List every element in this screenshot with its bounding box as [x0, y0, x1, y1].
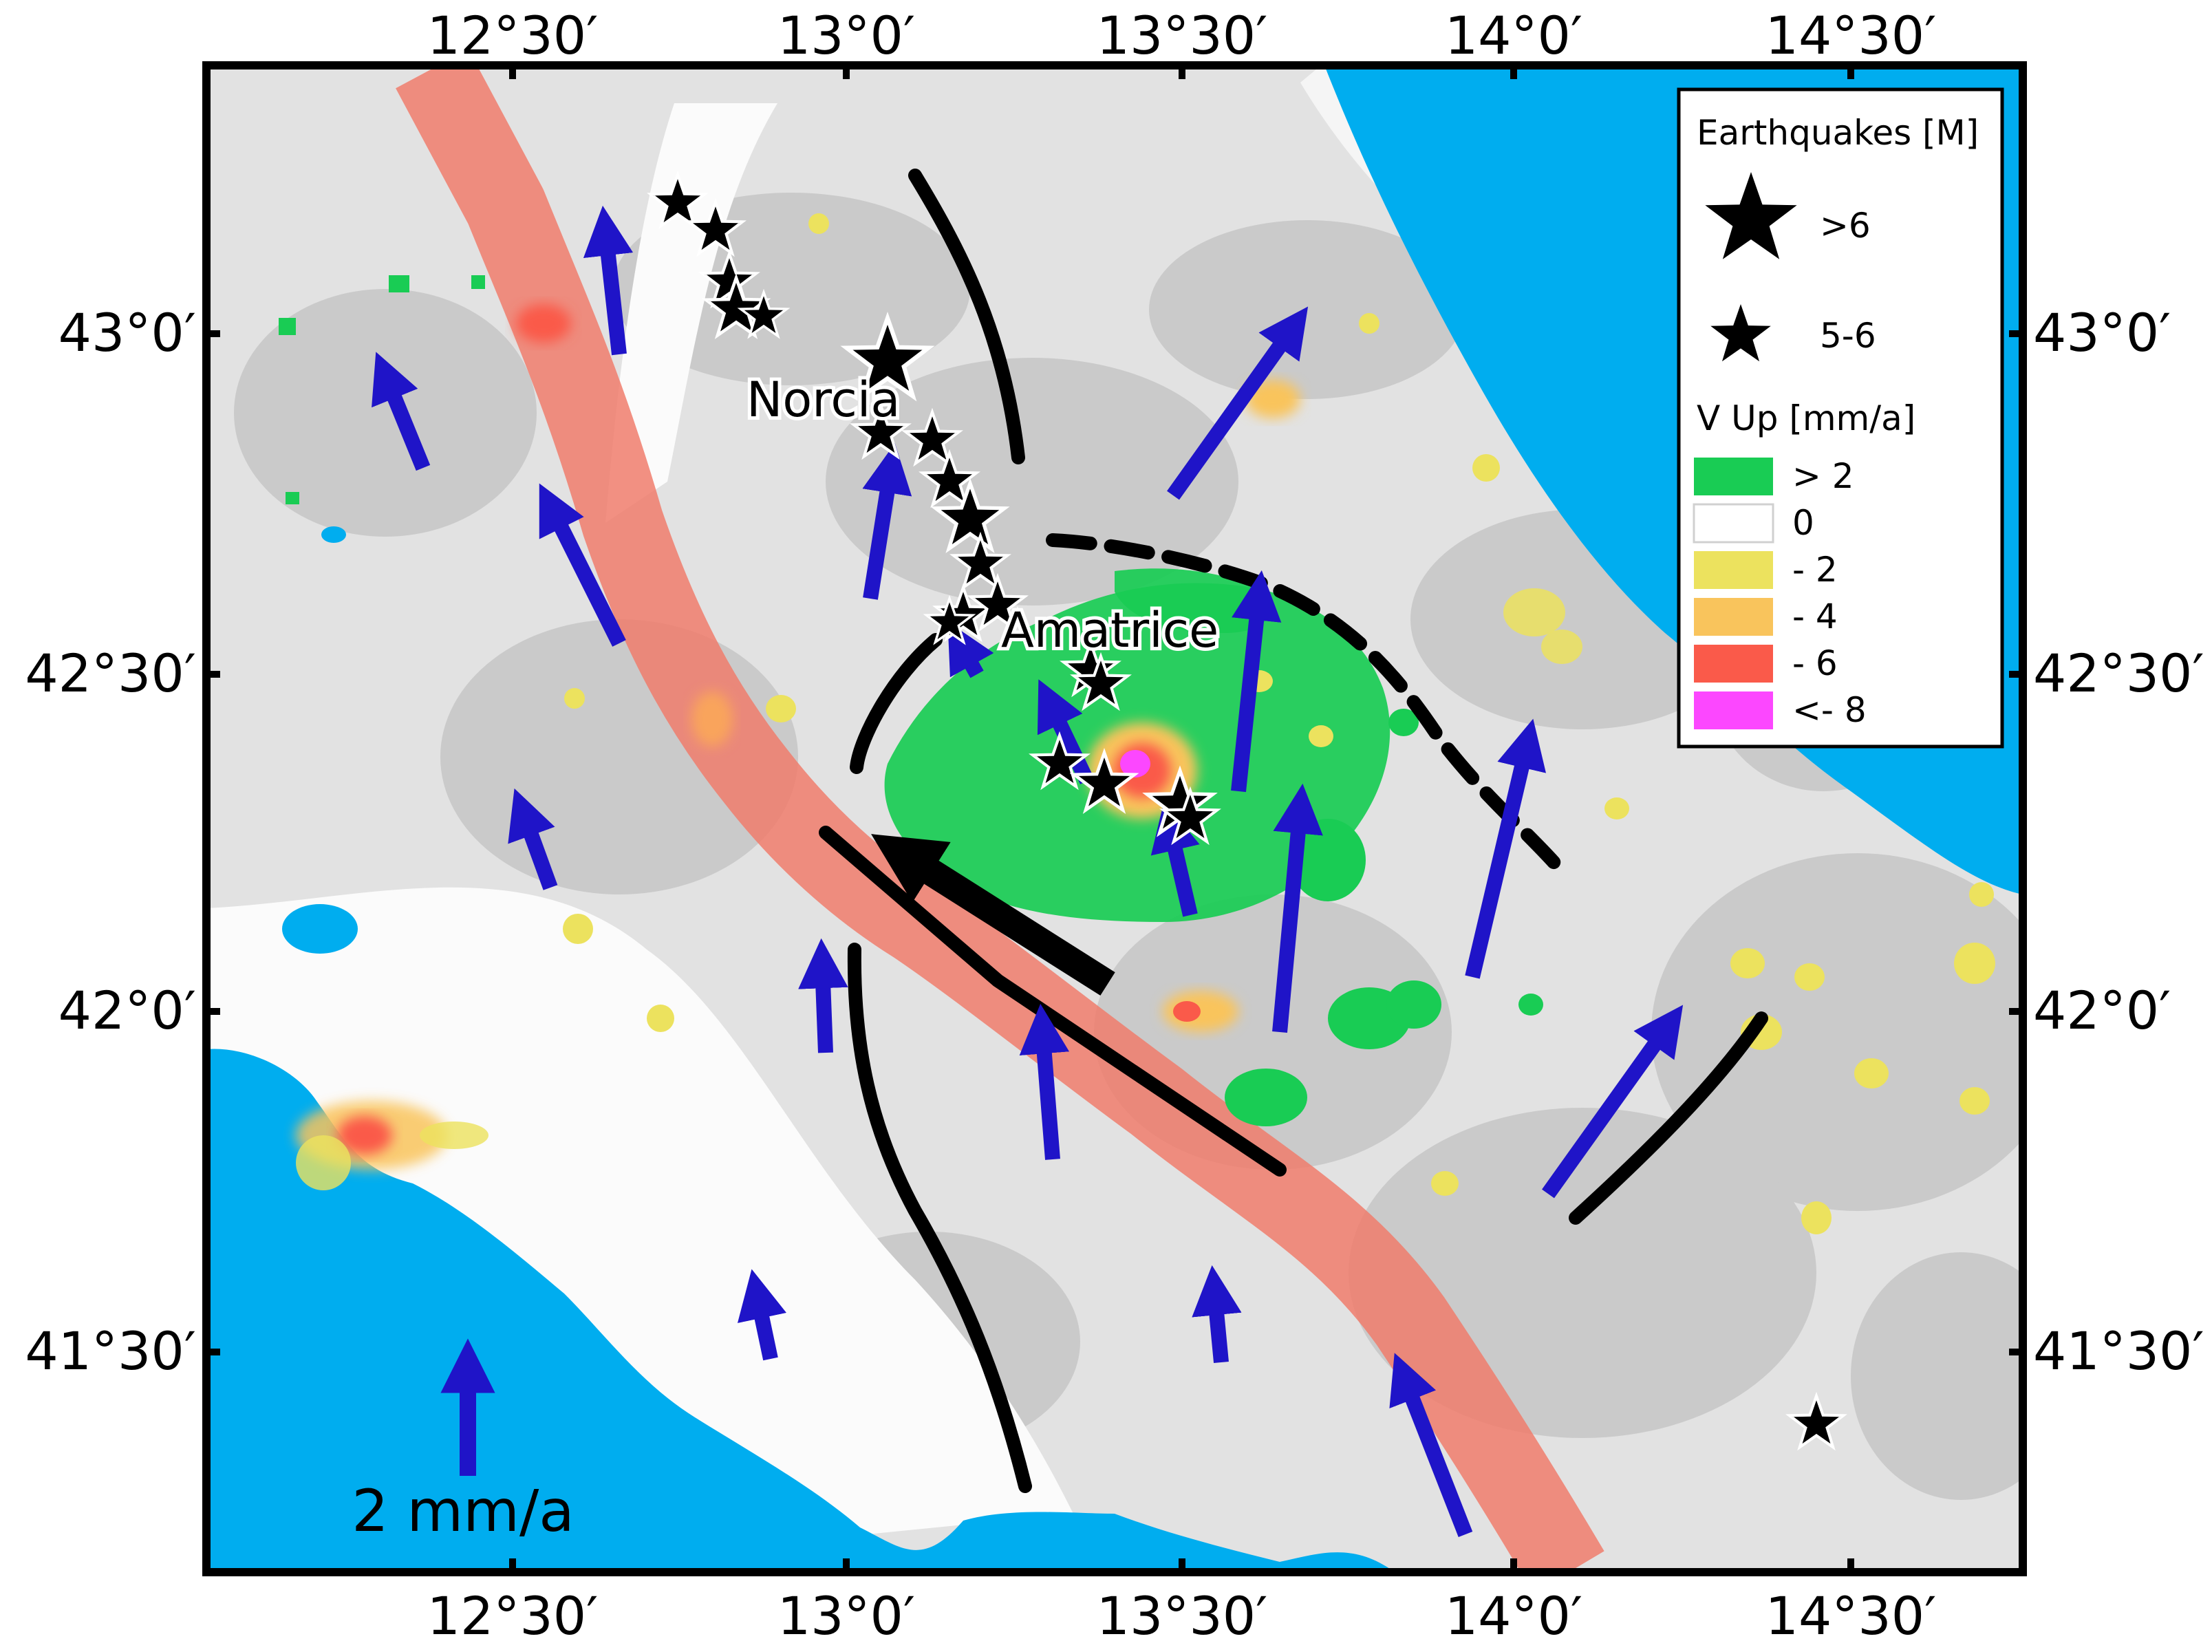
lat-label: 42°0′ — [2033, 980, 2171, 1041]
velocity-arrow — [508, 788, 558, 890]
fault-line-dashed — [1046, 533, 1562, 870]
velocity-arrow — [737, 1269, 786, 1361]
fault-line — [908, 169, 1025, 464]
legend-earthquakes-title: Earthquakes [M] — [1697, 113, 1979, 153]
lon-label: 14°30′ — [1765, 5, 1937, 66]
fault-line — [850, 633, 943, 774]
lat-label: 41°30′ — [25, 1320, 196, 1382]
legend-class-label: - 6 — [1792, 643, 1838, 683]
lat-label: 42°30′ — [25, 643, 196, 704]
legend-swatch — [1694, 458, 1773, 495]
fault-zone-hotspot — [516, 304, 571, 343]
fault-zone-band — [396, 65, 1604, 1572]
legend-swatch — [1693, 503, 1774, 544]
lat-label: 42°30′ — [2033, 643, 2204, 704]
lon-label: 14°0′ — [1445, 5, 1582, 66]
legend-eq-large-label: >6 — [1820, 206, 1871, 246]
velocity-arrow — [1019, 1003, 1070, 1160]
scale-bar: 2 mm/a — [352, 1338, 575, 1545]
velocity-arrow — [372, 352, 431, 471]
legend-swatch — [1694, 645, 1773, 683]
lake-small — [321, 526, 346, 543]
lat-label: 41°30′ — [2033, 1320, 2204, 1382]
velocity-arrow — [1192, 1265, 1242, 1364]
velocity-arrow — [1167, 306, 1309, 500]
coastal-lowland — [206, 887, 1073, 1534]
velocity-arrows — [372, 205, 1684, 1538]
lake-bolsena — [282, 904, 358, 954]
legend-class-label: > 2 — [1792, 456, 1854, 496]
lat-label: 43°0′ — [58, 302, 196, 363]
latitude-labels-right: 43°0′ 42°30′ 42°0′ 41°30′ — [2033, 302, 2204, 1382]
fault-line — [1569, 1011, 1768, 1225]
lon-label: 14°0′ — [1445, 1585, 1582, 1646]
velocity-arrow — [539, 483, 626, 647]
velocity-arrow — [1231, 570, 1282, 793]
lon-label: 13°0′ — [777, 5, 915, 66]
legend-eq-medium-label: 5-6 — [1820, 316, 1876, 356]
latitude-labels-left: 43°0′ 42°30′ 42°0′ 41°30′ — [25, 302, 196, 1382]
lon-label: 12°30′ — [427, 1585, 599, 1646]
legend-class-label: 0 — [1792, 503, 1814, 543]
legend-swatch — [1694, 551, 1773, 589]
lon-label: 14°30′ — [1765, 1585, 1937, 1646]
lon-label: 13°30′ — [1097, 5, 1268, 66]
tyrrhenian-sea — [206, 1049, 1397, 1572]
place-label-amatrice: Amatrice — [1001, 602, 1218, 658]
legend-class-label: - 2 — [1792, 550, 1838, 590]
velocity-arrow — [862, 443, 912, 600]
scale-label: 2 mm/a — [352, 1477, 575, 1545]
velocity-arrow — [1465, 718, 1547, 979]
fault-line — [847, 943, 1032, 1493]
lon-label: 13°0′ — [777, 1585, 915, 1646]
lon-label: 12°30′ — [427, 5, 599, 66]
velocity-arrow — [1272, 783, 1323, 1033]
legend-swatch — [1694, 598, 1773, 636]
legend-class-label: <- 8 — [1792, 690, 1867, 730]
lon-label: 13°30′ — [1097, 1585, 1268, 1646]
legend-box — [1677, 87, 2004, 749]
lat-label: 43°0′ — [2033, 302, 2171, 363]
lat-label: 42°0′ — [58, 980, 196, 1041]
velocity-arrow — [947, 621, 994, 678]
velocity-arrow — [1037, 679, 1094, 784]
legend-velocity-classes: > 2 0 - 2 - 4 - 6 <- 8 — [1693, 456, 1867, 730]
longitude-labels-top: 12°30′ 13°0′ 13°30′ 14°0′ 14°30′ — [427, 5, 1937, 66]
legend-velocity-title: V Up [mm/a] — [1697, 398, 1915, 438]
velocity-arrow — [1389, 1353, 1473, 1538]
tiber-valley — [605, 103, 777, 523]
map-frame — [202, 61, 2027, 1576]
longitude-labels-bottom: 12°30′ 13°0′ 13°30′ 14°0′ 14°30′ — [427, 1585, 1937, 1646]
velocity-arrow — [798, 938, 848, 1053]
legend-class-label: - 4 — [1792, 597, 1838, 636]
frame-ticks — [206, 65, 2023, 1572]
velocity-arrow — [1542, 1005, 1684, 1199]
legend: Earthquakes [M] >6 5-6 V Up [mm/a] > 2 0 -… — [1677, 87, 2004, 749]
place-label-norcia: Norcia — [747, 372, 900, 428]
velocity-arrow — [583, 205, 634, 356]
fault-zone-hotspot — [691, 691, 733, 747]
legend-swatch — [1694, 691, 1773, 729]
relative-motion-arrow — [871, 834, 1115, 996]
